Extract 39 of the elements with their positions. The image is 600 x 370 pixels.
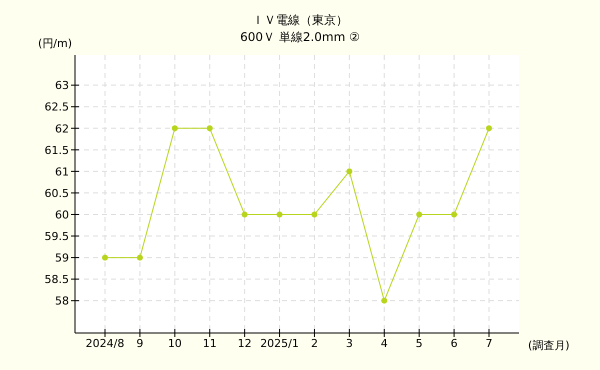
y-tick-label: 61.5: [44, 144, 69, 157]
point: [381, 298, 388, 304]
point: [311, 211, 318, 218]
chart-title: ＩＶ電線（東京）: [252, 13, 348, 27]
x-tick-label: 4: [380, 337, 388, 350]
y-tick-label: 63: [55, 79, 69, 92]
y-tick-label: 62: [55, 122, 69, 136]
point: [172, 125, 178, 132]
y-tick-label: 59.5: [44, 230, 69, 244]
x-tick-label: 5: [416, 337, 423, 350]
x-tick-label: 9: [136, 337, 144, 350]
y-tick-label: 61: [55, 165, 69, 178]
x-tick-label: 10: [168, 337, 182, 350]
x-tick-label: 7: [486, 337, 492, 350]
point: [346, 168, 352, 174]
point: [242, 211, 248, 218]
y-tick-label: 62.5: [44, 100, 69, 114]
y-tick-label: 58.5: [44, 273, 69, 286]
point: [102, 254, 108, 261]
x-tick-label: 11: [202, 337, 217, 350]
x-tick-label: 6: [450, 337, 458, 350]
chart-subtitle: 600Ｖ 単線2.0mm ②: [240, 30, 360, 44]
point: [416, 211, 422, 218]
x-tick-label: 3: [346, 337, 353, 350]
x-tick-label: 2: [310, 337, 318, 350]
x-axis-title: (調査月): [528, 339, 570, 352]
point: [486, 125, 492, 132]
y-axis-title: (円/m): [38, 37, 72, 50]
point: [276, 211, 283, 218]
point: [206, 125, 213, 132]
x-tick-label: 2025/1: [260, 337, 299, 350]
y-tick-label: 59: [55, 252, 69, 265]
x-tick-label: 2024/8: [86, 337, 124, 350]
y-tick-label: 60.5: [44, 186, 69, 200]
y-tick-label: 58: [55, 294, 69, 308]
point: [451, 211, 458, 218]
x-tick-label: 12: [238, 337, 252, 350]
point: [136, 254, 143, 261]
y-tick-label: 60: [55, 208, 69, 222]
